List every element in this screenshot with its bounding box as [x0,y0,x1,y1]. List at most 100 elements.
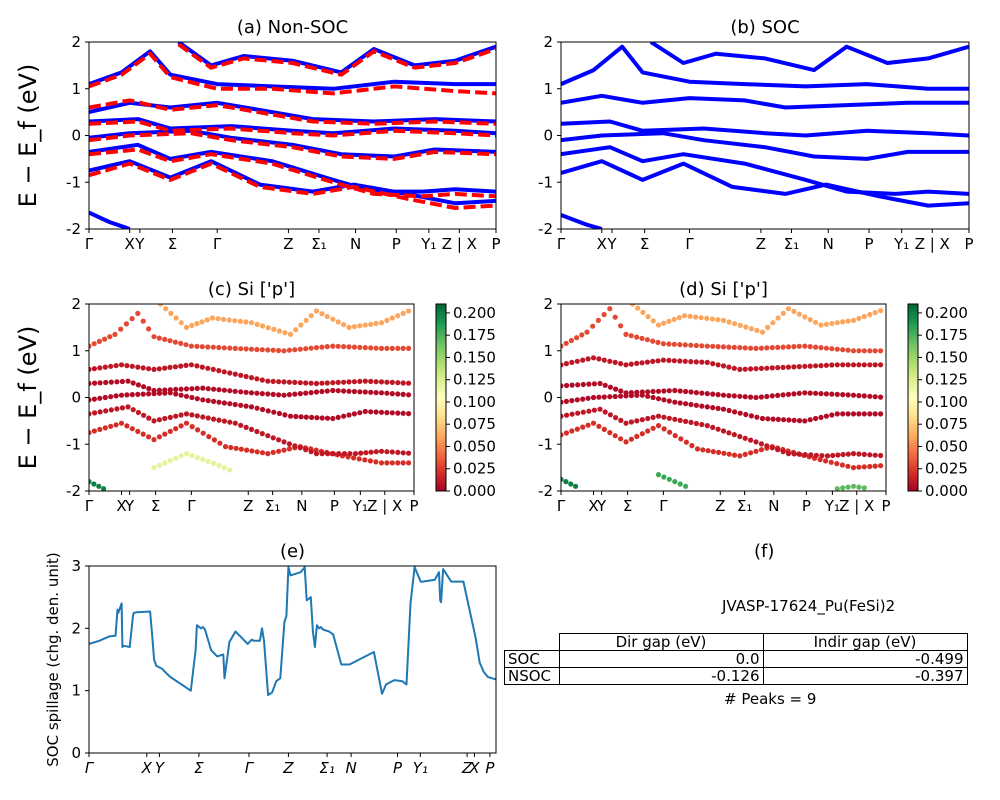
projection-point [753,394,759,401]
projection-point [878,362,884,368]
projection-point [151,387,157,394]
projection-point [671,316,677,322]
projection-point [189,386,195,392]
projection-point [400,450,406,456]
projection-point [108,423,114,429]
projection-point [313,451,320,457]
projection-point [813,344,819,350]
projection-point [162,415,168,422]
projection-point [395,345,401,351]
projection-point [748,394,754,400]
projection-point [248,390,255,396]
projection-point [346,324,352,330]
projection-point [243,346,249,352]
projection-point [406,308,412,314]
projection-point [232,345,238,351]
projection-point [362,345,368,351]
x-tick-label: Γ [213,235,222,253]
projection-point [215,316,221,322]
projection-point [270,378,276,384]
projection-point [167,414,173,420]
projection-point [872,362,878,368]
projection-point [232,420,238,426]
projection-point [183,393,190,399]
projection-point [775,392,781,398]
projection-point [666,476,672,482]
projection-point [770,320,776,326]
projection-point [802,418,808,424]
projection-point [254,449,260,455]
projection-point [850,483,857,489]
projection-point [845,484,851,490]
projection-point [324,415,331,421]
projection-point [156,366,162,372]
x-tick-label: P [392,235,401,253]
projection-point [817,457,823,463]
projection-point [612,314,618,320]
projection-point [561,383,564,389]
projection-point [368,345,374,351]
projection-point [791,391,797,397]
projection-point [313,345,320,351]
projection-point [791,364,797,370]
projection-point [823,413,830,419]
plot-area [89,566,496,696]
projection-point [324,380,330,386]
projection-point [102,364,108,370]
projection-point [141,384,147,390]
projection-point [677,342,683,348]
projection-point [650,388,656,395]
projection-point [265,378,271,384]
projection-point [829,391,835,397]
projection-point [704,343,710,349]
projection-point [856,464,862,470]
projection-point [677,358,683,364]
projection-point [254,321,260,327]
projection-point [205,344,211,350]
projection-point [699,359,705,365]
projection-point [796,390,802,396]
table-header-row: Dir gap (eV) Indir gap (eV) [505,633,968,651]
projection-point [259,377,265,383]
projection-point [97,426,103,432]
projection-point [573,483,579,489]
projection-point [613,415,619,421]
projection-point [742,451,748,457]
projection-point [568,337,575,344]
projection-point [861,393,867,399]
projection-point [297,391,303,397]
projection-point [194,343,200,349]
projection-point [260,323,266,329]
projection-point [612,359,618,365]
projection-point [743,411,749,418]
projection-point [650,414,656,420]
projection-point [878,411,884,417]
projection-point [655,423,662,429]
projection-point [731,344,737,350]
projection-point [758,365,765,371]
projection-point [671,358,677,364]
projection-point [227,370,233,376]
peaks-label: # Peaks = 9 [724,690,817,708]
projection-point [878,308,884,314]
projection-point [346,388,352,394]
projection-point [238,346,244,352]
projection-point [775,365,781,371]
projection-point [373,345,379,351]
projection-point [584,329,590,335]
projection-point [167,387,173,393]
projection-point [178,320,184,326]
x-tick-label: X [116,497,126,515]
projection-point [861,313,867,320]
projection-point [840,319,846,325]
projection-point [227,467,233,473]
projection-point [293,413,299,420]
projection-point [378,345,385,351]
projection-point [156,417,162,423]
projection-point [872,394,878,400]
x-tick-label: Z [283,235,293,253]
y-tick-label: -1 [66,173,81,191]
projection-point [221,418,227,424]
projection-point [216,417,222,423]
projection-point [162,365,168,371]
